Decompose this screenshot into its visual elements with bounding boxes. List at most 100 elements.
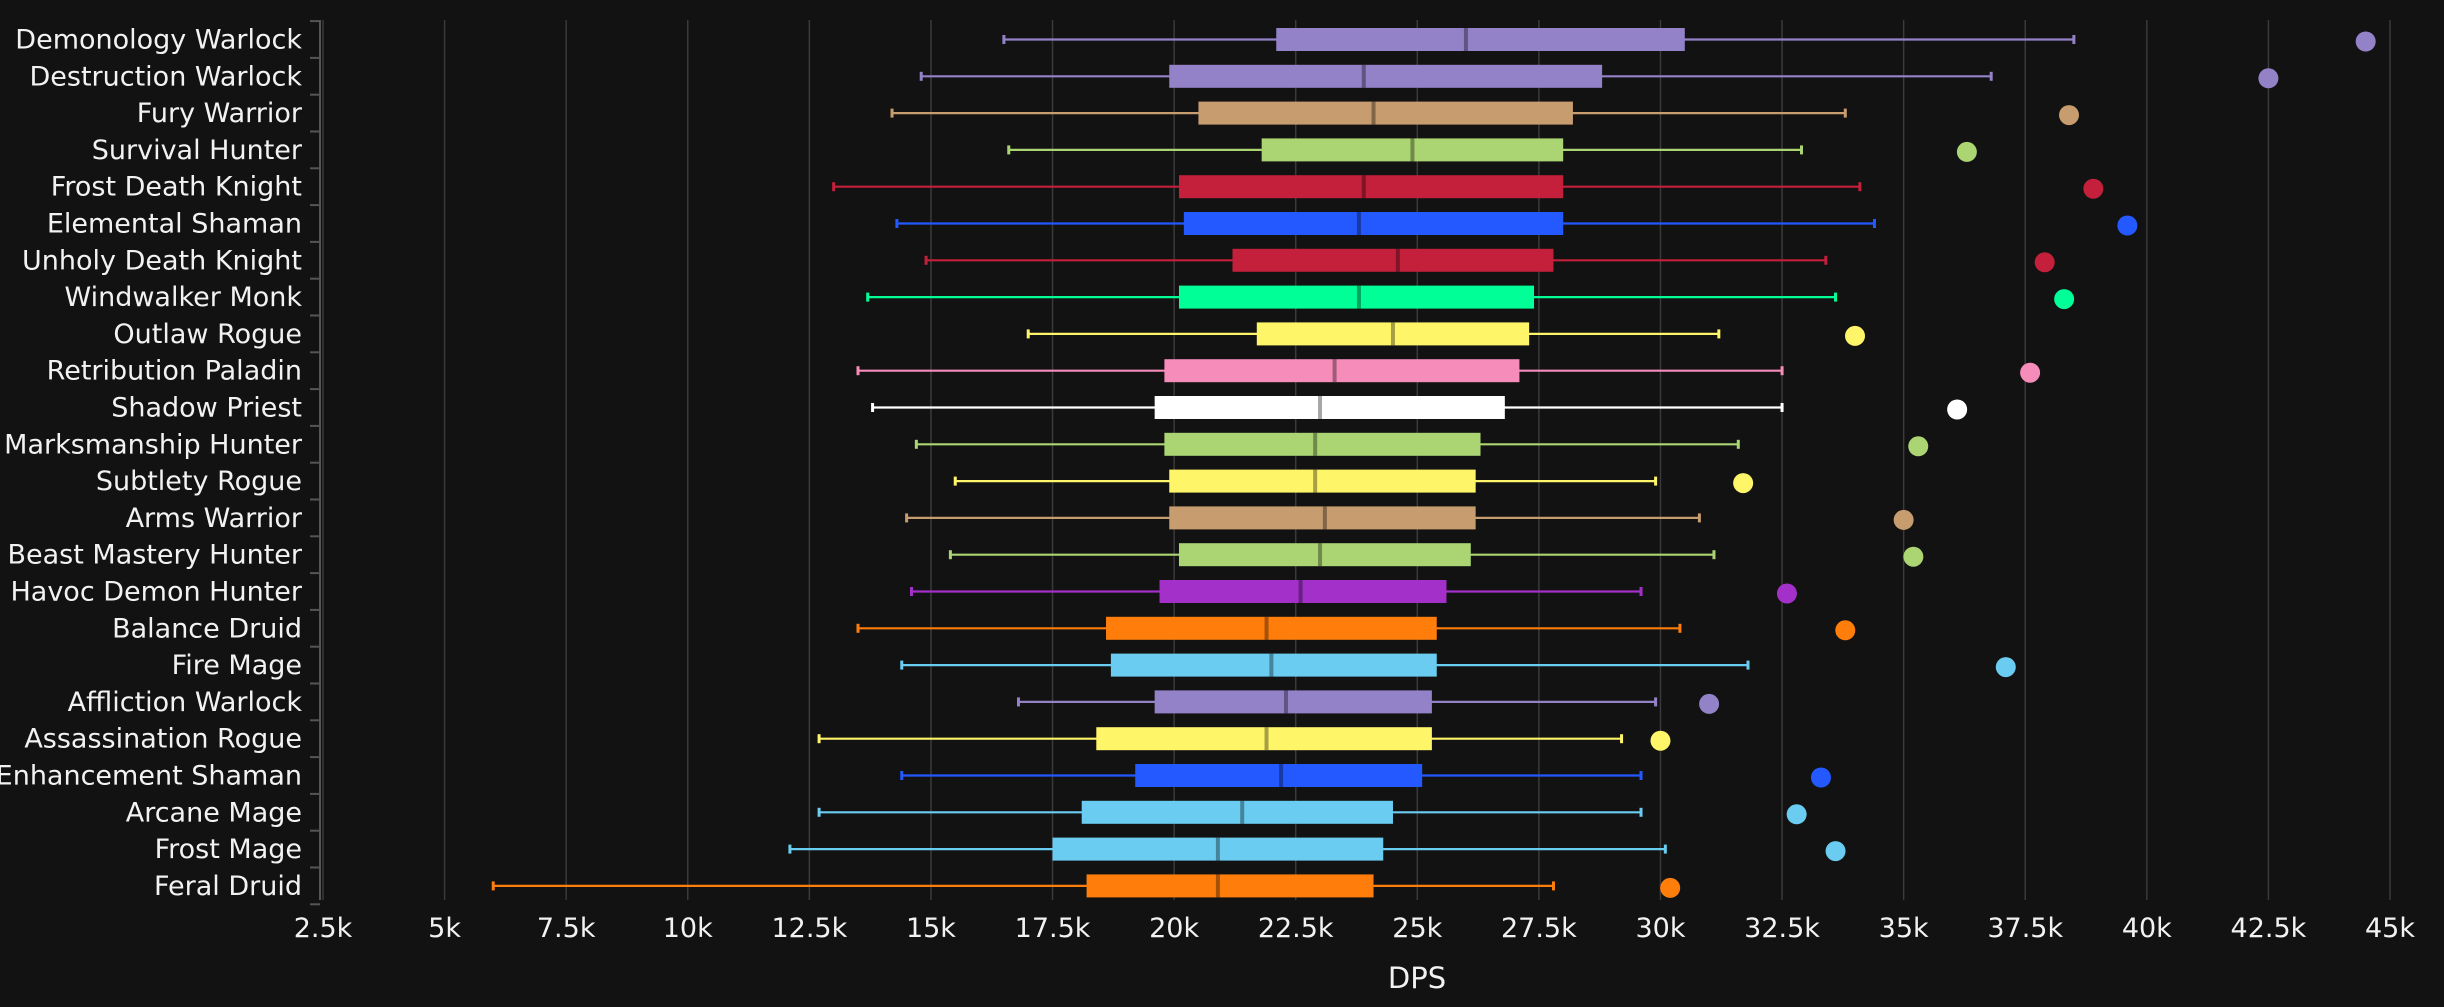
outlier-point <box>2059 105 2080 126</box>
category-label: Arms Warrior <box>126 503 303 534</box>
box-group <box>856 359 2041 383</box>
outlier-point <box>1845 325 1866 346</box>
category-label: Balance Druid <box>112 613 302 644</box>
box-group <box>832 175 2104 199</box>
category-label: Destruction Warlock <box>29 61 302 92</box>
x-tick-labels: 2.5k 5k 7.5k 10k 12.5k 15k 17.5k 20k 22.5k 25k 27.… <box>294 913 2416 944</box>
iqr-box <box>1198 101 1573 125</box>
box-group <box>900 653 2016 678</box>
box-group <box>953 469 1754 494</box>
outlier-point <box>2117 215 2138 236</box>
outlier-point <box>2355 31 2376 52</box>
x-axis-title: DPS <box>1388 961 1446 995</box>
box-series <box>491 28 2376 898</box>
grid-lines <box>322 20 2391 900</box>
iqr-box <box>1169 506 1476 530</box>
box-group <box>909 580 1797 604</box>
iqr-box <box>1164 359 1520 383</box>
box-group <box>817 800 1807 825</box>
x-tick-label: 15k <box>906 913 956 944</box>
iqr-box <box>1261 138 1564 162</box>
box-group <box>924 248 2055 273</box>
category-label: Assassination Rogue <box>24 724 302 755</box>
x-tick-label: 42.5k <box>2231 913 2307 944</box>
outlier-point <box>1947 399 1968 420</box>
iqr-box <box>1081 800 1393 824</box>
category-label: Beast Mastery Hunter <box>7 540 302 571</box>
box-group <box>817 727 1671 751</box>
x-tick-label: 10k <box>663 913 713 944</box>
box-group <box>914 432 1929 457</box>
outlier-point <box>1810 767 1831 788</box>
category-label: Elemental Shaman <box>47 209 302 240</box>
outlier-point <box>1786 804 1807 825</box>
outlier-point <box>1893 509 1914 530</box>
outlier-point <box>1903 546 1924 567</box>
outlier-point <box>2054 289 2075 310</box>
box-group <box>1007 138 1977 162</box>
category-label: Subtlety Rogue <box>96 466 302 497</box>
box-group <box>1016 690 1720 714</box>
iqr-box <box>1135 764 1423 787</box>
box-group <box>788 837 1846 862</box>
iqr-box <box>1154 690 1432 714</box>
outlier-point <box>1660 877 1681 898</box>
x-tick-label: 12.5k <box>771 913 847 944</box>
iqr-box <box>1256 322 1530 346</box>
outlier-point <box>2258 68 2279 89</box>
x-tick-label: 5k <box>428 913 461 944</box>
x-tick-label: 37.5k <box>1987 913 2063 944</box>
outlier-point <box>1776 583 1797 604</box>
category-label: Fire Mage <box>172 650 302 681</box>
box-group <box>491 874 1681 898</box>
outlier-point <box>1825 841 1846 862</box>
iqr-box <box>1086 874 1374 898</box>
category-label: Shadow Priest <box>111 393 302 424</box>
iqr-box <box>1096 727 1432 751</box>
iqr-box <box>1178 175 1564 199</box>
category-label: Outlaw Rogue <box>113 319 302 350</box>
box-group <box>919 64 2279 89</box>
outlier-point <box>1835 620 1856 641</box>
outlier-point <box>1956 141 1977 162</box>
x-tick-label: 30k <box>1635 913 1685 944</box>
iqr-box <box>1169 469 1476 493</box>
category-label: Fury Warrior <box>137 98 303 129</box>
box-group <box>905 506 1914 530</box>
x-tick-label: 25k <box>1392 913 1442 944</box>
box-group <box>856 616 1856 641</box>
x-tick-label: 2.5k <box>294 913 353 944</box>
iqr-box <box>1106 616 1437 640</box>
iqr-box <box>1178 543 1471 567</box>
outlier-point <box>1650 730 1671 751</box>
category-label: Enhancement Shaman <box>0 761 302 792</box>
outlier-point <box>1699 693 1720 714</box>
box-group <box>890 101 2080 126</box>
category-label: Feral Druid <box>154 871 302 902</box>
x-tick-label: 32.5k <box>1744 913 1820 944</box>
category-label: Frost Mage <box>155 834 302 865</box>
box-group <box>900 764 1831 788</box>
iqr-box <box>1154 396 1505 419</box>
iqr-box <box>1164 432 1481 456</box>
iqr-box <box>1178 285 1535 309</box>
iqr-box <box>1159 580 1447 603</box>
box-group <box>948 543 1924 567</box>
iqr-box <box>1232 248 1554 272</box>
outlier-point <box>2083 178 2104 199</box>
category-labels: Demonology Warlock Destruction Warlock Fur… <box>0 25 303 902</box>
x-tick-label: 17.5k <box>1015 913 1091 944</box>
box-group <box>895 212 2138 236</box>
category-label: Survival Hunter <box>92 135 303 166</box>
iqr-box <box>1276 28 1685 51</box>
category-label: Frost Death Knight <box>51 172 302 203</box>
box-group <box>1002 28 2376 52</box>
outlier-point <box>1908 436 1929 457</box>
x-tick-label: 35k <box>1879 913 1929 944</box>
x-tick-label: 40k <box>2122 913 2172 944</box>
category-label: Demonology Warlock <box>15 25 302 56</box>
box-group <box>871 396 1968 420</box>
category-label: Havoc Demon Hunter <box>10 577 302 608</box>
iqr-box <box>1052 837 1384 861</box>
